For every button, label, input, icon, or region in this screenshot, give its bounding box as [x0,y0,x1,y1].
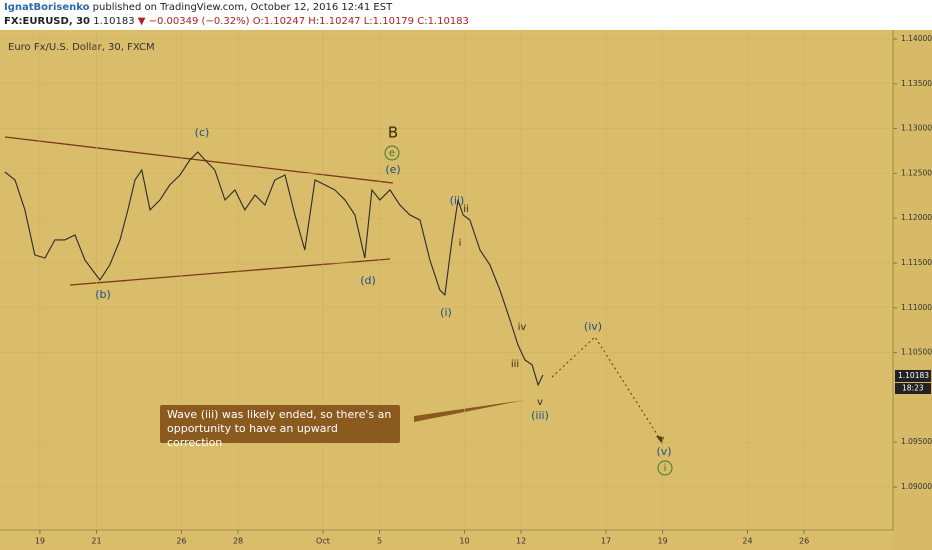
y-tick-label: 1.11000 [901,303,932,312]
y-tick-label: 1.09000 [901,482,932,491]
header-line-2: FX:EURUSD, 30 1.10183 ▼ −0.00349 (−0.32%… [4,16,469,27]
callout: Wave (iii) was likely ended, so there's … [160,405,400,449]
price-tag [895,369,931,382]
low: L:1.10179 [363,16,415,27]
x-tick-label: 12 [516,537,526,546]
trendline-lower [69,258,391,286]
forecast-path [551,336,663,443]
wave-circle [657,460,673,476]
x-tick-label: 5 [377,537,382,546]
wave-label: (d) [360,274,376,287]
countdown-label: 18:23 [902,383,924,392]
header-line-1: IgnatBorisenko published on TradingView.… [4,2,392,13]
callout-pointer [414,400,525,422]
wave-label: iv [518,322,527,333]
wave-label: (i) [440,306,452,319]
wave-label: (c) [195,126,210,139]
wave-label: (b) [95,288,111,301]
x-tick-label: 17 [601,537,611,546]
wave-label: (iv) [584,320,602,333]
price-axis-bg [893,30,932,550]
change: −0.00349 (−0.32%) [148,16,250,27]
x-tick-label: 19 [35,537,45,546]
published: published on TradingView.com, October 12… [89,2,393,13]
wave-label: (e) [385,163,400,176]
countdown-tag [895,382,931,394]
y-tick-label: 1.13500 [901,79,932,88]
x-tick-label: 26 [799,537,809,546]
trendline-upper [4,136,394,184]
high: H:1.10247 [308,16,361,27]
y-tick-label: 1.12000 [901,213,932,222]
wave-label: (ii) [450,194,465,207]
wave-label: (v) [656,445,671,458]
y-tick-label: 1.10500 [901,348,932,357]
x-tick-label: 28 [233,537,243,546]
y-tick-label: 1.13000 [901,124,932,133]
wave-label: v [537,397,543,408]
header-bg [0,0,932,30]
close: C:1.10183 [417,16,469,27]
x-tick-label: 24 [742,537,752,546]
price-line [4,151,544,387]
wave-label: i [459,238,462,249]
y-tick-label: 1.14000 [901,34,932,43]
wave-label: B [388,124,398,142]
x-tick-label: 19 [658,537,668,546]
x-tick-label: 21 [91,537,101,546]
y-tick-label: 1.12500 [901,168,932,177]
author: IgnatBorisenko [4,2,90,13]
open: O:1.10247 [252,16,306,27]
wave-circle [384,145,400,161]
wave-label: iii [511,359,519,370]
wave-label: i [664,463,667,474]
wave-label: (iii) [531,409,549,422]
x-tick-label: 10 [459,537,469,546]
arrow: ▼ [137,16,146,27]
y-tick-label: 1.09500 [901,437,932,446]
chart-title: Euro Fx/U.S. Dollar, 30, FXCM [8,42,155,53]
wave-label: e [389,148,395,159]
x-tick-label: Oct [316,537,330,546]
wave-label: ii [463,204,469,215]
last: 1.10183 [93,16,135,27]
x-tick-label: 26 [176,537,186,546]
symbol: FX:EURUSD, 30 [4,16,91,27]
y-tick-label: 1.11500 [901,258,932,267]
price-tag-label: 1.10183 [898,371,929,380]
